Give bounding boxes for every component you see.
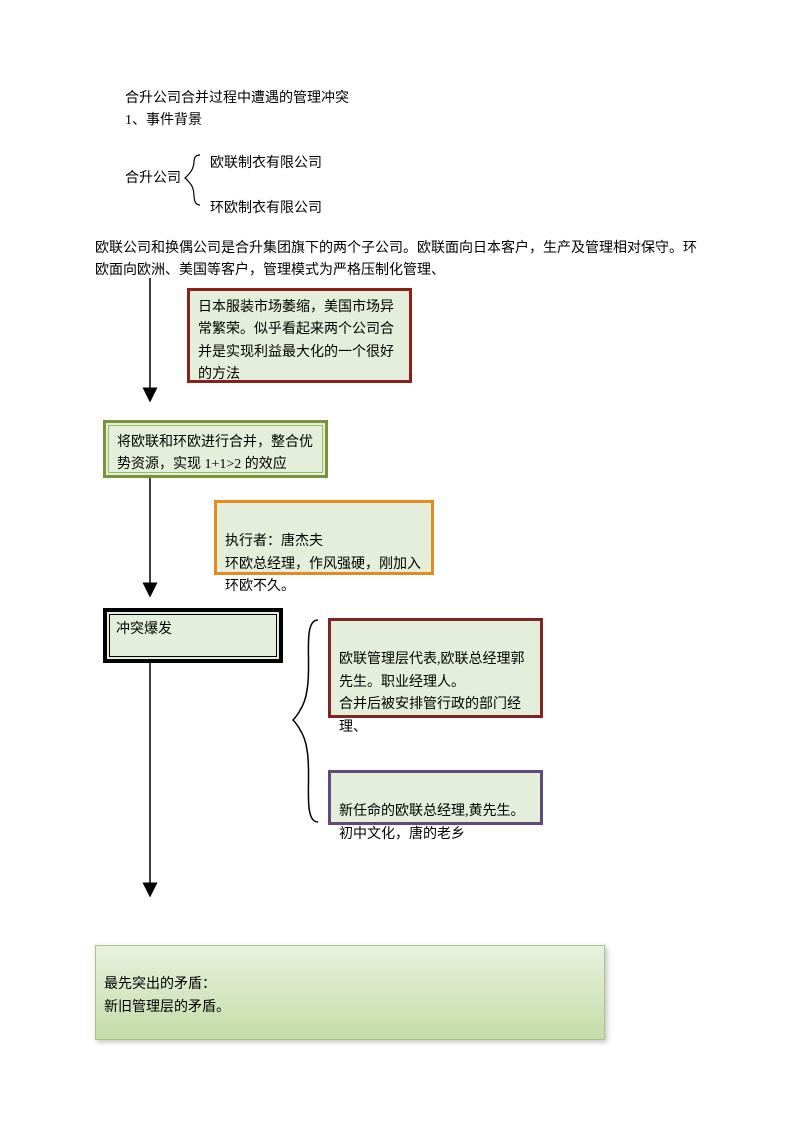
box-guo: 欧联管理层代表,欧联总经理郭先生。职业经理人。 合并后被安排管行政的部门经理、 [328, 618, 543, 718]
box-contradiction-text: 最先突出的矛盾： 新旧管理层的矛盾。 [104, 977, 230, 1014]
box-huang-text: 新任命的欧联总经理,黄先生。初中文化，唐的老乡 [339, 804, 525, 841]
subsidiary-1: 欧联制衣有限公司 [210, 153, 322, 175]
intro-paragraph: 欧联公司和换偶公司是合升集团旗下的两个子公司。欧联面向日本客户，生产及管理相对保… [95, 238, 700, 283]
doc-title: 合升公司合并过程中遭遇的管理冲突 [125, 88, 349, 110]
box-merge-text: 将欧联和环欧进行合并，整合优势资源，实现 1+1>2 的效应 [117, 435, 313, 472]
box-guo-text: 欧联管理层代表,欧联总经理郭先生。职业经理人。 合并后被安排管行政的部门经理、 [339, 652, 525, 734]
box-executor: 执行者：唐杰夫 环欧总经理，作风强硬，刚加入环欧不久。 [214, 500, 434, 575]
doc-subtitle: 1、事件背景 [125, 110, 202, 132]
box-market-text: 日本服装市场萎缩，美国市场异常繁荣。似乎看起来两个公司合并是实现利益最大化的一个… [198, 300, 394, 382]
box-conflict: 冲突爆发 [103, 608, 283, 663]
box-merge: 将欧联和环欧进行合并，整合优势资源，实现 1+1>2 的效应 [103, 420, 328, 478]
brace-large [293, 620, 318, 822]
box-huang: 新任命的欧联总经理,黄先生。初中文化，唐的老乡 [328, 770, 543, 825]
box-executor-text: 执行者：唐杰夫 环欧总经理，作风强硬，刚加入环欧不久。 [225, 534, 421, 594]
subsidiary-2: 环欧制衣有限公司 [210, 198, 322, 220]
box-contradiction: 最先突出的矛盾： 新旧管理层的矛盾。 [95, 945, 605, 1040]
company-label: 合升公司 [125, 168, 181, 190]
page: 合升公司合并过程中遭遇的管理冲突 1、事件背景 合升公司 欧联制衣有限公司 环欧… [0, 0, 793, 1122]
box-market: 日本服装市场萎缩，美国市场异常繁荣。似乎看起来两个公司合并是实现利益最大化的一个… [187, 288, 412, 383]
box-conflict-text: 冲突爆发 [116, 622, 172, 637]
brace-small [185, 155, 200, 205]
